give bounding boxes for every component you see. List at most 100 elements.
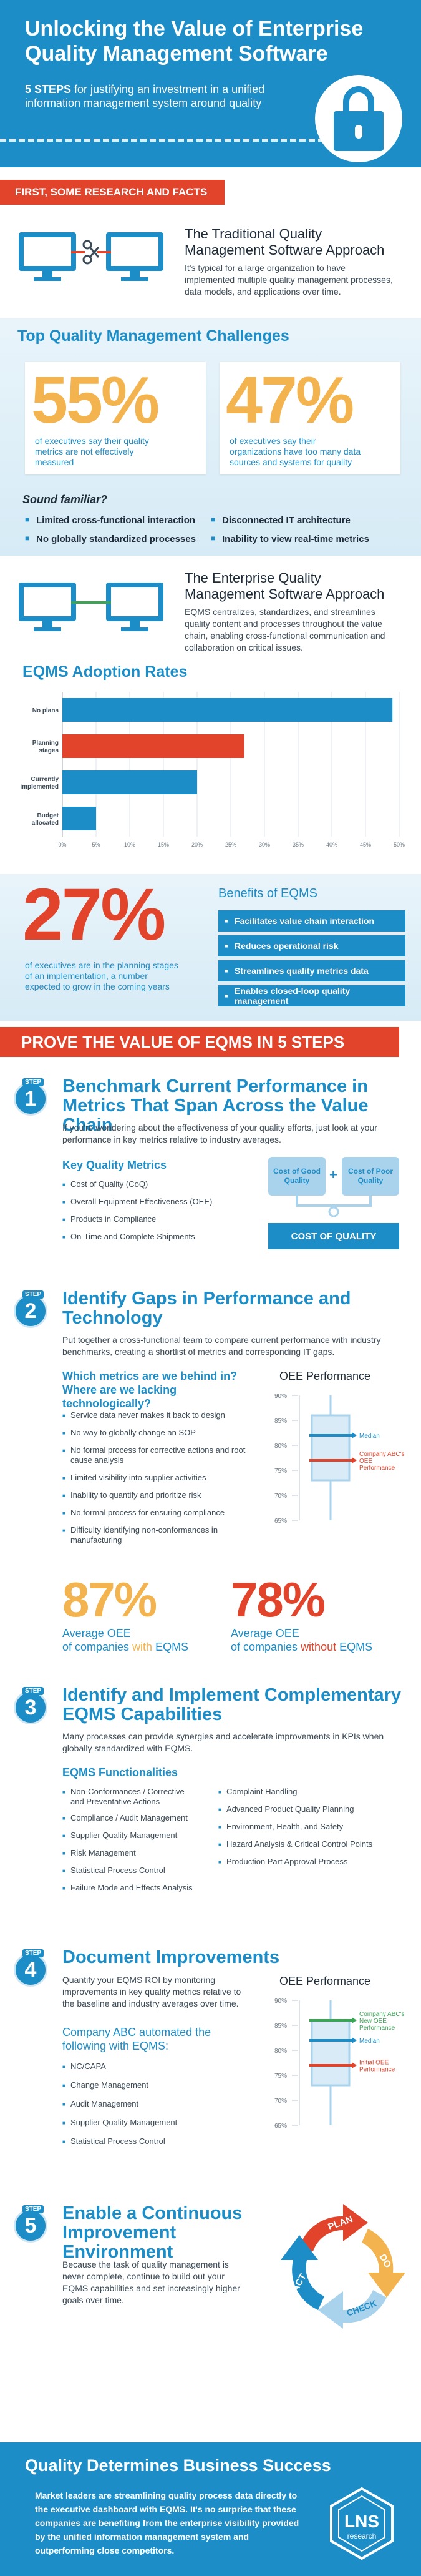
challenge-bullet: Disconnected IT architecture xyxy=(211,515,351,526)
step-1-badge: 1 STEP xyxy=(14,1078,47,1116)
sound-familiar: Sound familiar? xyxy=(22,493,108,506)
gap-item: No way to globally change an SOP xyxy=(62,1428,249,1438)
x-tick-label: 5% xyxy=(92,842,100,848)
functionality-item: Supplier Quality Management xyxy=(62,1831,200,1841)
stat-text-55: of executives say their quality metrics … xyxy=(35,436,149,467)
cost-poor-quality: Cost of Poor Quality xyxy=(342,1157,399,1196)
gap-item: Service data never makes it back to desi… xyxy=(62,1410,249,1421)
oee-tick-label: 90% xyxy=(274,1393,287,1400)
category-label: No plans xyxy=(32,707,59,714)
do-arrow xyxy=(362,2229,405,2298)
bar-3 xyxy=(62,807,96,830)
oee-tick-label: 80% xyxy=(274,1443,287,1450)
planning-benefits-section: 27% of executives are in the planning st… xyxy=(0,874,421,1021)
x-tick-label: 35% xyxy=(293,842,304,848)
step-label: STEP xyxy=(22,2205,44,2213)
functionality-item: Compliance / Audit Management xyxy=(62,1813,200,1824)
benefit-item: Enables closed-loop quality management xyxy=(218,985,405,1006)
conclusion-title: Quality Determines Business Success xyxy=(25,2456,331,2475)
oee-marker-label: Company ABC's xyxy=(359,1451,405,1458)
plan-arrow xyxy=(299,2204,368,2251)
logo-text: LNS xyxy=(344,2512,379,2531)
stat-card-55: 55% of executives say their quality metr… xyxy=(25,362,206,474)
oee-marker-label: Performance xyxy=(359,1465,395,1472)
caption-prefix: of companies xyxy=(231,1641,301,1653)
traditional-approach-section: The Traditional Quality Management Softw… xyxy=(0,212,421,318)
oee-marker-arrow xyxy=(352,2062,357,2068)
step-number: 3 xyxy=(14,1691,47,1724)
logo-sub: research xyxy=(347,2532,377,2540)
category-label: allocated xyxy=(32,820,59,827)
stat-value-55: 55% xyxy=(31,363,160,437)
metric-item: Overall Equipment Effectiveness (OEE) xyxy=(62,1197,212,1207)
x-tick-label: 0% xyxy=(58,842,66,848)
traditional-title: The Traditional Quality Management Softw… xyxy=(185,226,385,258)
bar-2 xyxy=(62,770,197,794)
planning-stat-value: 27% xyxy=(22,873,166,956)
oee-box xyxy=(311,2019,351,2087)
x-tick-label: 25% xyxy=(225,842,236,848)
x-tick-label: 30% xyxy=(259,842,270,848)
caption-line: Average OEE xyxy=(62,1627,131,1639)
oee-marker-arrow xyxy=(352,2017,357,2023)
chart-title: EQMS Adoption Rates xyxy=(22,663,188,681)
step-2-desc: Put together a cross-functional team to … xyxy=(62,1335,381,1357)
caption-suffix: EQMS xyxy=(336,1641,373,1653)
oee-tick-label: 80% xyxy=(274,2048,287,2055)
keyhole-icon xyxy=(355,125,362,139)
challenges-section: Top Quality Management Challenges 55% of… xyxy=(0,318,421,556)
challenge-bullet: Inability to view real-time metrics xyxy=(211,534,369,544)
functionality-item: Environment, Health, and Safety xyxy=(218,1822,399,1832)
conclusion-text: Market leaders are streamlining quality … xyxy=(35,2490,299,2555)
gap-item: No formal process for corrective actions… xyxy=(62,1445,249,1465)
oee-without-caption: Average OEE of companies without EQMS xyxy=(231,1626,372,1654)
x-tick-label: 45% xyxy=(360,842,371,848)
connected-monitors-icon xyxy=(19,583,163,631)
functionality-item: Complaint Handling xyxy=(218,1787,399,1797)
x-tick-label: 40% xyxy=(326,842,337,848)
automated-item: Supplier Quality Management xyxy=(62,2118,177,2128)
functionality-item: Production Part Approval Process xyxy=(218,1857,399,1867)
step-4-desc: Quantify your EQMS ROI by monitoring imp… xyxy=(62,1975,241,2008)
subtitle-bold: 5 STEPS xyxy=(25,83,72,96)
benefit-item: Reduces operational risk xyxy=(218,935,405,956)
step-2-title: Identify Gaps in Performance and Technol… xyxy=(62,1289,351,1328)
challenge-bullet: Limited cross-functional interaction xyxy=(25,515,195,526)
oee-marker-label: New OEE xyxy=(359,2018,387,2025)
step-5-desc: Because the task of quality management i… xyxy=(62,2259,240,2305)
bar-0 xyxy=(62,698,393,722)
step-4-badge: 4 STEP xyxy=(14,1949,47,1987)
oee-tick-label: 75% xyxy=(274,1468,287,1475)
prove-banner: PROVE THE VALUE OF EQMS IN 5 STEPS xyxy=(0,1027,399,1057)
oee-marker-label: OEE xyxy=(359,1458,372,1465)
category-label: Budget xyxy=(37,812,59,819)
functionality-item: Hazard Analysis & Critical Control Point… xyxy=(218,1839,399,1850)
step-2-badge: 2 STEP xyxy=(14,1290,47,1328)
oee-marker-label: Median xyxy=(359,1433,380,1440)
functionalities-title: EQMS Functionalities xyxy=(62,1766,178,1779)
step-label: STEP xyxy=(22,1949,44,1957)
step-1-section: 1 STEP Benchmark Current Performance in … xyxy=(0,1077,421,1277)
functionality-item: Risk Management xyxy=(62,1848,200,1859)
check-arrow xyxy=(318,2290,387,2329)
oee-chart-title: OEE Performance xyxy=(279,1370,371,1382)
category-label: Planning xyxy=(32,740,59,747)
caption-with: with xyxy=(132,1641,153,1653)
caption-suffix: EQMS xyxy=(152,1641,189,1653)
step-1-desc: If you're wondering about the effectiven… xyxy=(62,1123,377,1144)
oee-box xyxy=(311,1414,351,1482)
functionality-item: Advanced Product Quality Planning xyxy=(218,1804,399,1815)
step-3-section: 3 STEP Identify and Implement Complement… xyxy=(0,1686,421,1923)
step-5-title: Enable a Continuous Improvement Environm… xyxy=(62,2203,243,2262)
step-label: STEP xyxy=(22,1078,44,1086)
step-4-section: 4 STEP Document Improvements Quantify yo… xyxy=(0,1948,421,2173)
functionality-item: Statistical Process Control xyxy=(62,1866,200,1876)
gap-item: Limited visibility into supplier activit… xyxy=(62,1473,249,1483)
eqms-approach-section: The Enterprise Quality Management Softwa… xyxy=(0,559,421,659)
step-5-badge: 5 STEP xyxy=(14,2205,47,2243)
x-tick-label: 15% xyxy=(158,842,169,848)
automated-item: Statistical Process Control xyxy=(62,2136,165,2147)
act-arrow xyxy=(281,2235,324,2310)
disconnected-monitors-icon xyxy=(19,232,163,281)
